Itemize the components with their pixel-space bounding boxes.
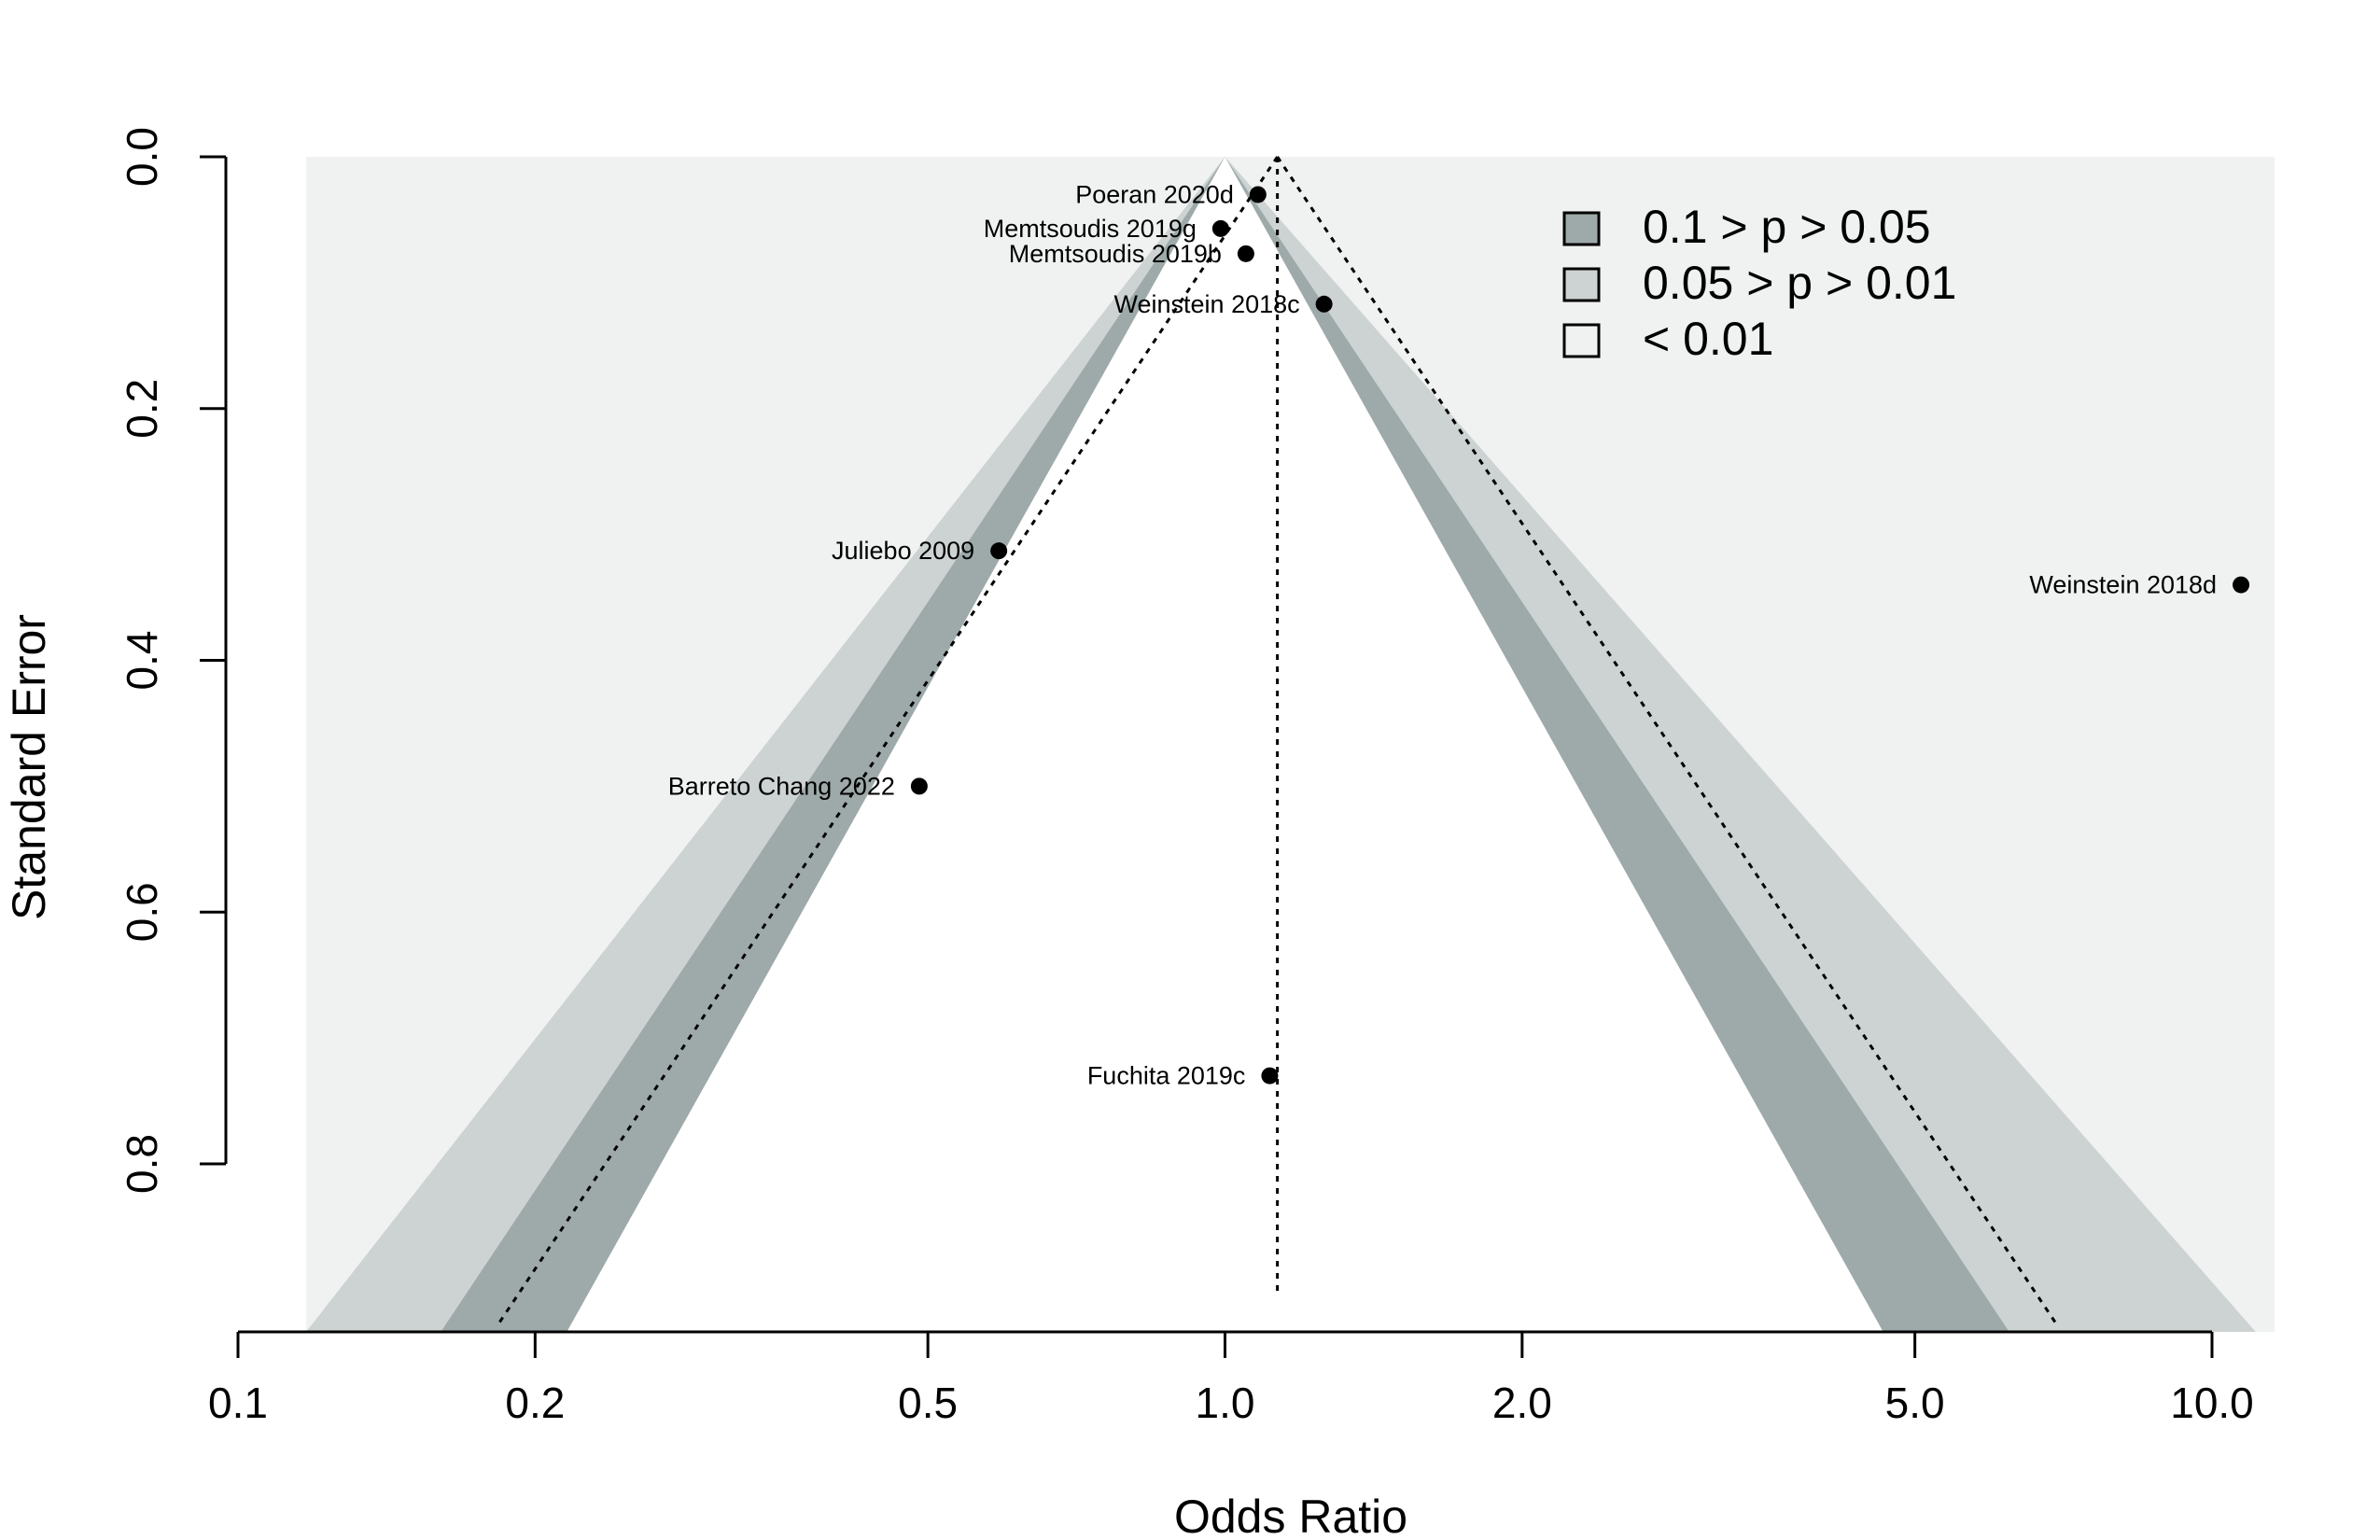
legend-swatch xyxy=(1562,267,1601,302)
ci-upper-line xyxy=(1276,156,2060,1328)
study-point xyxy=(1261,1067,1279,1085)
x-tick-label: 2.0 xyxy=(1492,1379,1552,1427)
x-axis-ticks: 0.1 0.2 0.5 1.0 2.0 5.0 10.0 xyxy=(208,1332,2254,1427)
legend-label: 0.1 > p > 0.05 xyxy=(1643,201,1931,253)
y-axis-ticks: 0.0 0.2 0.4 0.6 0.8 xyxy=(118,127,226,1194)
study-label: Memtsoudis 2019g xyxy=(984,215,1197,243)
y-tick-label: 0.0 xyxy=(118,127,166,187)
x-tick-label: 1.0 xyxy=(1196,1379,1255,1427)
study-point xyxy=(2233,576,2250,594)
legend-label: < 0.01 xyxy=(1643,313,1773,365)
x-axis-title: Odds Ratio xyxy=(1174,1491,1407,1540)
axes: 0.1 0.2 0.5 1.0 2.0 5.0 10.0 0.0 0.2 0.4 0.6 0.8 O… xyxy=(3,127,2254,1540)
study-label: Poeran 2020d xyxy=(1075,180,1234,208)
study-label: Weinstein 2018d xyxy=(2029,571,2217,599)
study-point xyxy=(1315,295,1333,313)
x-tick-label: 0.2 xyxy=(505,1379,565,1427)
study-point xyxy=(1211,219,1229,237)
legend-label: 0.05 > p > 0.01 xyxy=(1643,257,1956,309)
legend-swatch xyxy=(1562,323,1601,358)
study-point xyxy=(990,542,1008,560)
study-label: Juliebo 2009 xyxy=(832,537,974,565)
study-label: Memtsoudis 2019b xyxy=(1009,240,1222,268)
y-axis-title: Standard Error xyxy=(3,614,55,920)
x-tick-label: 5.0 xyxy=(1885,1379,1945,1427)
study-label: Barreto Chang 2022 xyxy=(668,772,895,800)
x-tick-label: 0.5 xyxy=(898,1379,958,1427)
reference-lines xyxy=(495,156,2060,1328)
region-p-greater-01 xyxy=(567,157,1883,1332)
legend-swatch xyxy=(1562,211,1601,246)
study-point xyxy=(1237,245,1254,262)
y-tick-label: 0.8 xyxy=(118,1134,166,1194)
y-tick-label: 0.6 xyxy=(118,882,166,942)
y-tick-label: 0.2 xyxy=(118,379,166,439)
study-point xyxy=(1249,186,1267,203)
x-tick-label: 10.0 xyxy=(2170,1379,2254,1427)
ci-lower-line xyxy=(495,156,1279,1328)
study-label: Fuchita 2019c xyxy=(1087,1062,1246,1090)
legend: 0.1 > p > 0.050.05 > p > 0.01< 0.01 xyxy=(1562,201,1956,365)
y-tick-label: 0.4 xyxy=(118,631,166,691)
x-tick-label: 0.1 xyxy=(208,1379,268,1427)
study-label: Weinstein 2018c xyxy=(1114,290,1300,318)
significance-contours xyxy=(306,157,2275,1332)
study-point xyxy=(910,777,928,795)
